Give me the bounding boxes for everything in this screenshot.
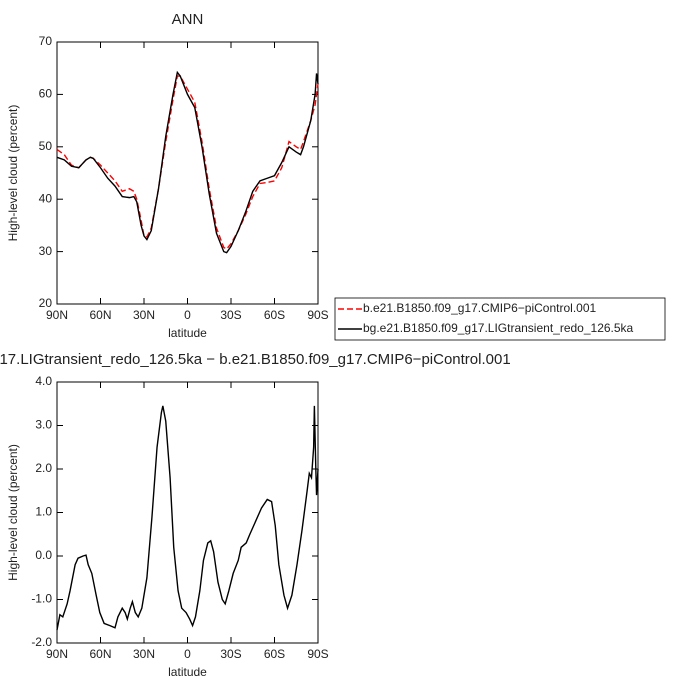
y-tick-label: 40 (39, 191, 53, 205)
x-axis-label: latitude (168, 326, 207, 340)
chart-title: ANN (172, 11, 204, 28)
x-tick-label: 90N (46, 308, 68, 322)
x-tick-label: 30S (220, 308, 241, 322)
x-tick-label: 60N (89, 308, 111, 322)
x-tick-label: 30N (133, 308, 155, 322)
data-line (56, 70, 319, 254)
y-axis-label: High-level cloud (percent) (6, 444, 20, 581)
y-tick-label: 1.0 (35, 505, 52, 519)
y-tick-label: 70 (39, 34, 53, 48)
y-tick-label: 50 (39, 139, 53, 153)
x-tick-label: 90S (307, 308, 328, 322)
y-tick-label: 2.0 (35, 461, 52, 475)
data-line (56, 405, 319, 631)
x-tick-label: 30S (220, 647, 241, 661)
y-tick-label: 0.0 (35, 548, 52, 562)
y-tick-label: 3.0 (35, 418, 52, 432)
chart-title: bg.e21.B1850.f09_g17.LIGtransient_redo_1… (0, 351, 511, 368)
x-tick-label: 90S (307, 647, 328, 661)
legend-label: bg.e21.B1850.f09_g17.LIGtransient_redo_1… (363, 321, 634, 335)
y-tick-label: 60 (39, 87, 53, 101)
y-tick-label: -1.0 (31, 592, 52, 606)
legend-label: b.e21.B1850.f09_g17.CMIP6−piControl.001 (363, 301, 596, 315)
x-tick-label: 60N (89, 647, 111, 661)
plot-frame (56, 41, 319, 305)
x-tick-label: 0 (184, 647, 191, 661)
x-tick-label: 60S (264, 308, 285, 322)
y-tick-label: 30 (39, 244, 53, 258)
y-tick-label: 4.0 (35, 374, 52, 388)
x-axis-label: latitude (168, 665, 207, 679)
x-tick-label: 30N (133, 647, 155, 661)
y-tick-label: -2.0 (31, 635, 52, 649)
x-tick-label: 0 (184, 308, 191, 322)
y-axis-label: High-level cloud (percent) (6, 105, 20, 242)
x-tick-label: 60S (264, 647, 285, 661)
y-tick-label: 20 (39, 296, 53, 310)
legend-box (334, 297, 666, 341)
plot-frame (56, 381, 319, 644)
data-line (56, 75, 319, 250)
x-tick-label: 90N (46, 647, 68, 661)
